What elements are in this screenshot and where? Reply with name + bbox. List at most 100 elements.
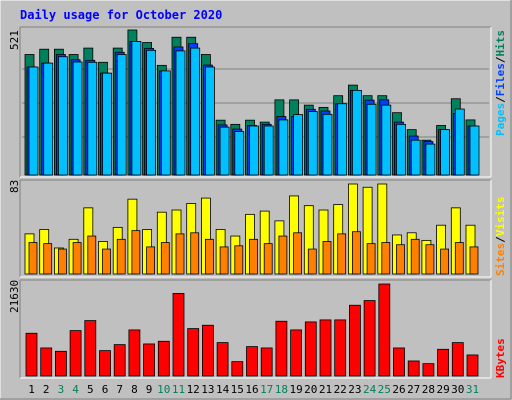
day-label: 23 [348,383,361,396]
day-label: 15 [231,383,244,396]
kbytes-bar [216,342,229,377]
day-label: 12 [187,383,200,396]
pages-bar [190,47,201,176]
legend-visits-sites: Sites/Visits [494,197,507,277]
pages-bar [204,66,215,176]
legend-files: Files [494,63,507,96]
pages-bar [293,114,304,176]
sites-bar [116,238,126,275]
kbytes-bar [25,332,38,377]
sites-bar [337,233,347,275]
legend-sep-1: / [494,96,507,103]
pages-bar [263,125,274,176]
day-label: 29 [436,383,449,396]
pages-bar [43,62,54,176]
pages-bar [366,103,377,176]
kbytes-bar [84,320,97,377]
sites-bar [249,238,258,275]
kbytes-bar [157,340,170,377]
hits-max-label: 521 [8,30,21,50]
legend-sep-3: / [494,236,507,243]
day-label: 31 [466,383,479,396]
kbytes-bar [187,328,200,377]
day-label: 16 [245,383,258,396]
legend-kbytes-label: KBytes [494,338,507,378]
pages-bar [160,70,171,176]
sites-bar [87,235,97,275]
pages-bar [278,119,289,176]
sites-bar [425,244,435,275]
kbytes-bar [231,361,244,377]
pages-bar [219,126,230,176]
pages-bar [28,66,39,176]
sites-bar [160,242,170,275]
sites-bar [234,245,244,275]
sites-bar [469,246,479,275]
day-label: 10 [157,383,170,396]
sites-bar [351,231,361,275]
sites-bar [307,248,317,275]
legend-pages: Pages [494,103,507,136]
pages-bar [440,129,451,176]
day-label: 3 [58,383,65,396]
sites-bar [263,243,273,275]
kbytes-bar [40,347,53,377]
pages-bar [146,49,157,176]
day-label: 21 [319,383,332,396]
sites-bar [293,232,303,275]
sites-bar [440,248,450,275]
sites-bar [219,246,229,275]
day-label: 8 [131,383,138,396]
visits-sites-bars [24,183,479,275]
kbytes-bar [246,346,258,377]
kbytes-bar [55,350,67,377]
sites-bar [28,242,38,275]
sites-bar [43,243,53,275]
kbytes-bar [99,350,111,377]
legend-hits-files-pages: Pages/Files/Hits [494,30,507,136]
sites-bar [396,244,405,275]
legend-kbytes: KBytes [494,338,507,378]
kbytes-bar [451,342,464,377]
day-label: 25 [378,383,391,396]
pages-bar [322,113,333,176]
kbytes-bar [128,329,141,377]
pages-bar [175,50,186,176]
day-label: 2 [43,383,50,396]
kbytes-bar [304,321,317,377]
day-label: 4 [72,383,79,396]
day-label: 26 [392,383,405,396]
day-label: 6 [102,383,109,396]
kbytes-bar [407,360,420,377]
day-label: 20 [304,383,317,396]
sites-bar [381,242,391,275]
pages-bar [116,54,127,176]
pages-bar [351,89,362,176]
day-label: 13 [201,383,214,396]
day-label: 19 [289,383,302,396]
pages-bar [102,72,112,176]
pages-bar [249,125,259,176]
day-label: 7 [116,383,123,396]
sites-bar [366,243,376,275]
visits-max-label: 83 [8,180,21,193]
sites-bar [72,242,82,275]
kbytes-bar [260,347,273,377]
sites-bar [322,241,332,275]
pages-bar [469,125,480,176]
sites-bar [204,238,214,275]
pages-bar [234,131,245,176]
kbytes-bar [143,343,156,377]
kbytes-bar [378,283,391,377]
kbytes-bar [113,344,126,377]
legend-visits: Visits [494,197,507,237]
kbytes-bar [363,300,376,377]
pages-bar [72,61,83,176]
sites-bar [58,248,67,275]
pages-bar [58,56,68,176]
pages-bar [337,103,348,176]
day-label: 30 [451,383,464,396]
kbytes-bar [172,293,185,377]
sites-bar [102,248,111,275]
